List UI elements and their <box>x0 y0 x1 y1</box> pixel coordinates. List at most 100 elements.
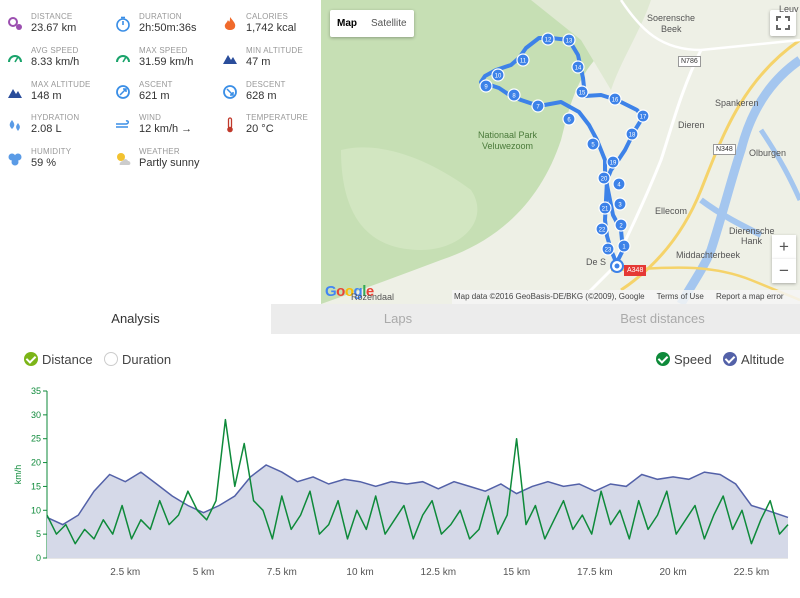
place-label: Ellecom <box>655 206 688 216</box>
route-km-marker-label: 15 <box>579 91 586 97</box>
stat-value: 12 km/h → <box>139 123 193 135</box>
stat-temperature: TEMPERATURE 20 °C <box>215 111 320 141</box>
route-km-marker-label: 22 <box>599 228 606 234</box>
route-km-marker[interactable]: 19 <box>606 155 620 169</box>
park-area <box>531 0 651 90</box>
route-km-marker[interactable]: 20 <box>597 171 611 185</box>
zoom-out-button[interactable]: − <box>772 259 796 283</box>
x-tick-label: 7.5 km <box>267 567 297 578</box>
route-km-marker-dot <box>608 92 622 106</box>
map-attribution: Map data ©2016 GeoBasis-DE/BKG (©2009), … <box>452 290 800 304</box>
stat-label: ASCENT <box>139 80 173 89</box>
map-type-control: Map Satellite <box>330 10 414 37</box>
stat-value: Partly sunny <box>139 157 200 169</box>
route-km-marker-dot <box>571 60 585 74</box>
route-km-marker-label: 6 <box>567 118 571 124</box>
stat-value: 8.33 km/h <box>31 56 80 68</box>
map-type-map-button[interactable]: Map <box>337 18 357 29</box>
route-km-marker-dot <box>613 197 627 211</box>
stat-value: 2.08 L <box>31 123 62 135</box>
checked-icon <box>723 352 737 366</box>
route-km-marker-label: 7 <box>536 105 540 111</box>
y-tick-label: 5 <box>36 529 41 539</box>
place-label: Leuv <box>779 4 799 14</box>
route-km-marker[interactable]: 17 <box>636 109 650 123</box>
route-km-marker[interactable]: 10 <box>491 68 505 82</box>
water-drops-icon <box>9 120 20 131</box>
stat-value: 621 m <box>139 90 170 102</box>
ascent-compass-icon <box>116 85 130 99</box>
route-km-marker[interactable]: 22 <box>595 222 609 236</box>
route-km-marker-label: 14 <box>575 66 582 72</box>
route-km-marker[interactable]: 5 <box>586 137 600 151</box>
map-type-satellite-button[interactable]: Satellite <box>371 18 407 29</box>
route-km-marker[interactable]: 8 <box>507 88 521 102</box>
route-km-marker[interactable]: 9 <box>479 79 493 93</box>
tab-analysis[interactable]: Analysis <box>0 304 271 334</box>
report-map-error-link[interactable]: Report a map error <box>716 292 784 301</box>
route-km-marker-label: 17 <box>640 115 647 121</box>
route-km-marker-dot <box>479 79 493 93</box>
route-km-marker[interactable]: 3 <box>613 197 627 211</box>
route-km-marker[interactable]: 6 <box>562 112 576 126</box>
route-km-marker-label: 8 <box>512 94 516 100</box>
route-km-marker[interactable]: 12 <box>541 32 555 46</box>
fullscreen-icon <box>776 16 790 30</box>
distance-toggle[interactable]: Distance <box>24 350 93 368</box>
route-km-marker[interactable]: 13 <box>562 33 576 47</box>
route-km-marker[interactable]: 15 <box>575 85 589 99</box>
speed-toggle-label: Speed <box>674 351 712 367</box>
route-km-marker[interactable]: 23 <box>601 242 615 256</box>
tab-best-distances[interactable]: Best distances <box>525 304 800 334</box>
stat-label: DISTANCE <box>31 12 73 21</box>
place-label: Beek <box>661 24 682 34</box>
route-km-marker-label: 9 <box>484 85 488 91</box>
altitude-area <box>47 465 788 558</box>
river <box>758 128 800 202</box>
terms-of-use-link[interactable]: Terms of Use <box>656 292 704 301</box>
speed-toggle[interactable]: Speed <box>656 350 712 368</box>
x-tick-label: 20 km <box>659 567 686 578</box>
route-km-marker[interactable]: 7 <box>531 99 545 113</box>
road <box>619 0 800 52</box>
route-km-marker[interactable]: 1 <box>617 239 631 253</box>
place-label: Nationaal Park <box>478 130 538 140</box>
zoom-in-button[interactable]: + <box>772 235 796 259</box>
altitude-toggle[interactable]: Altitude <box>723 350 784 368</box>
stat-value: 23.67 km <box>31 22 77 34</box>
road-number-label: N786 <box>678 56 701 67</box>
distance-toggle-label: Distance <box>42 351 93 367</box>
stat-min-altitude: MIN ALTITUDE 47 m <box>215 44 320 74</box>
route-km-marker-dot <box>507 88 521 102</box>
route-km-marker[interactable]: 21 <box>598 201 612 215</box>
google-logo: Google <box>325 283 374 300</box>
route-km-marker[interactable]: 11 <box>516 53 530 67</box>
stat-value: 31.59 km/h <box>139 56 194 68</box>
route-km-marker[interactable]: 4 <box>612 177 626 191</box>
x-tick-label: 22.5 km <box>734 567 770 578</box>
route-map[interactable]: 1 2 3 4 5 6 7 8 9 10 11 12 13 14 15 16 17 18 19 20 21 22 23 Ma… <box>321 0 800 304</box>
stat-calories: CALORIES 1,742 kcal <box>215 10 320 40</box>
stat-label: TEMPERATURE <box>246 113 309 122</box>
stat-label: HYDRATION <box>31 113 80 122</box>
route-km-marker[interactable]: 2 <box>614 218 628 232</box>
tab-laps[interactable]: Laps <box>271 304 525 334</box>
place-label: Soerensche <box>647 13 696 23</box>
route-km-marker-dot <box>625 127 639 141</box>
route-km-marker-dot <box>636 109 650 123</box>
road-number-label: N348 <box>713 144 736 155</box>
route-km-marker[interactable]: 18 <box>625 127 639 141</box>
route-km-marker-label: 3 <box>618 203 622 209</box>
road-number-label: A348 <box>624 265 647 276</box>
fullscreen-button[interactable] <box>770 10 796 36</box>
stat-value: 628 m <box>246 90 277 102</box>
route-km-marker[interactable]: 14 <box>571 60 585 74</box>
speed-altitude-chart[interactable]: 0 5 10 15 20 25 30 35 km/h 2.5 km 5 km 7.5 km 10 km 1… <box>0 378 800 583</box>
start-marker[interactable] <box>610 259 624 273</box>
flame-icon <box>224 17 236 30</box>
humidity-drops-icon <box>8 153 22 166</box>
duration-toggle[interactable]: Duration <box>104 350 171 368</box>
route-km-marker[interactable]: 16 <box>608 92 622 106</box>
place-label: Dieren <box>678 120 705 130</box>
stat-distance: DISTANCE 23.67 km <box>0 10 105 40</box>
